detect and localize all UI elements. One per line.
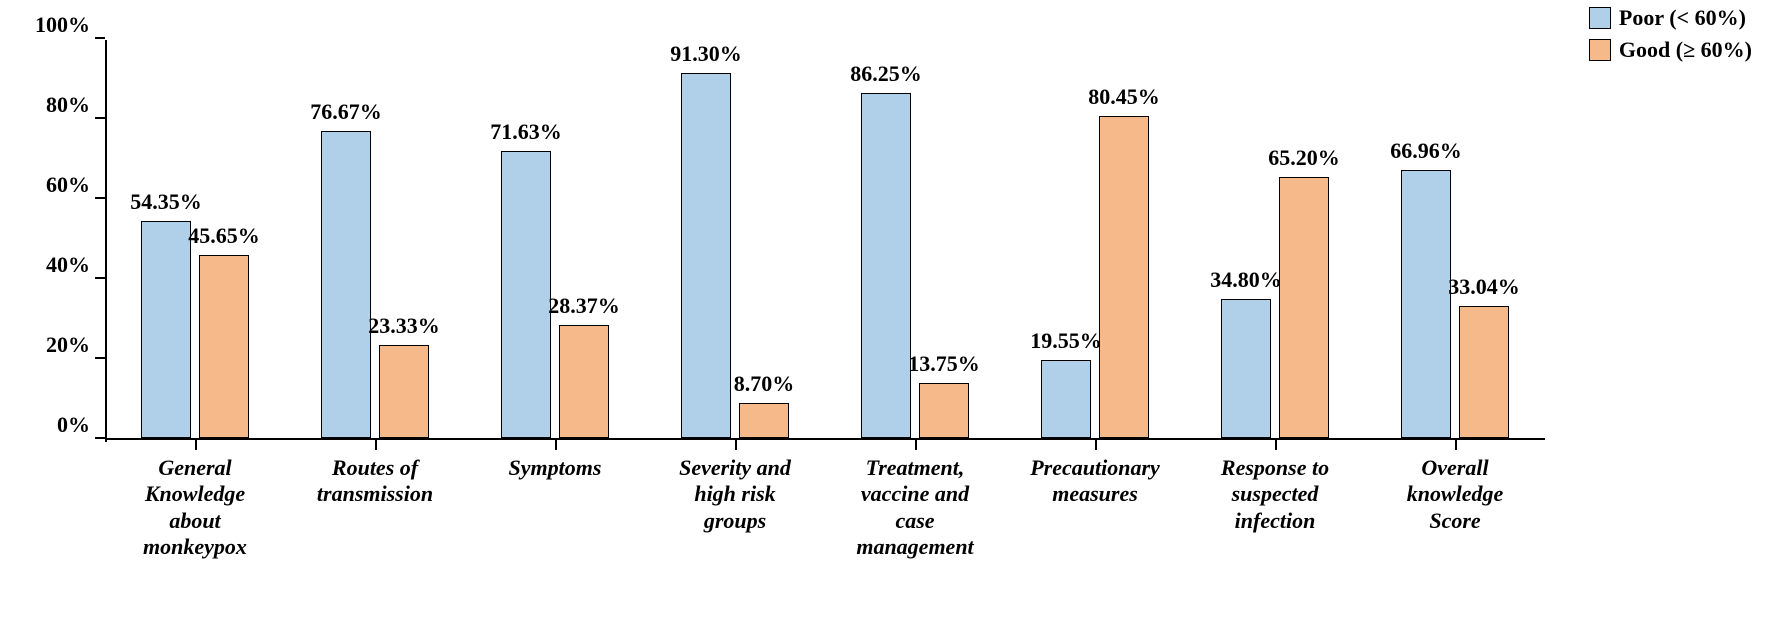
plot-area: 54.35% 45.65% 76.67% 23.33% 71.63% 28.37% 91.3… — [105, 40, 1545, 440]
bar — [739, 403, 789, 438]
bar-value-label: 34.80% — [1210, 267, 1282, 293]
bar-value-label: 86.25% — [850, 61, 922, 87]
category-label: Treatment,vaccine andcasemanagement — [827, 455, 1003, 561]
bar — [379, 345, 429, 438]
bar — [919, 383, 969, 438]
bar-value-label: 13.75% — [908, 351, 980, 377]
y-axis: 0% 20% 40% 60% 80% 100% — [30, 40, 105, 440]
legend-label: Poor (< 60%) — [1619, 5, 1746, 31]
bar-value-label: 45.65% — [188, 223, 260, 249]
y-tick-label: 20% — [30, 332, 90, 358]
category-label: GeneralKnowledgeaboutmonkeypox — [107, 455, 283, 561]
bar — [141, 221, 191, 438]
bar — [861, 93, 911, 438]
bar — [1099, 116, 1149, 438]
legend-swatch-good — [1589, 39, 1611, 61]
bar-value-label: 23.33% — [368, 313, 440, 339]
bar-value-label: 54.35% — [130, 189, 202, 215]
category-label: Symptoms — [467, 455, 643, 481]
bar-value-label: 91.30% — [670, 41, 742, 67]
bar-value-label: 71.63% — [490, 119, 562, 145]
bar — [1221, 299, 1271, 438]
bar — [1041, 360, 1091, 438]
bar-value-label: 66.96% — [1390, 138, 1462, 164]
legend-item-good: Good (≥ 60%) — [1589, 37, 1752, 63]
y-tick-label: 60% — [30, 172, 90, 198]
category-label: Severity andhigh riskgroups — [647, 455, 823, 534]
bar-value-label: 65.20% — [1268, 145, 1340, 171]
bar-value-label: 28.37% — [548, 293, 620, 319]
bar-value-label: 76.67% — [310, 99, 382, 125]
category-label: OverallknowledgeScore — [1367, 455, 1543, 534]
bar-value-label: 80.45% — [1088, 84, 1160, 110]
y-tick-label: 40% — [30, 252, 90, 278]
bar — [1401, 170, 1451, 438]
bar-value-label: 33.04% — [1448, 274, 1520, 300]
category-label: Routes oftransmission — [287, 455, 463, 508]
bar — [1279, 177, 1329, 438]
legend-swatch-poor — [1589, 7, 1611, 29]
bar — [321, 131, 371, 438]
chart-container: 0% 20% 40% 60% 80% 100% 54.35% 45.65% 76.6… — [30, 10, 1550, 610]
bar — [681, 73, 731, 438]
category-label: Response tosuspectedinfection — [1187, 455, 1363, 534]
y-tick-label: 0% — [30, 412, 90, 438]
legend: Poor (< 60%) Good (≥ 60%) — [1589, 5, 1752, 69]
bar — [559, 325, 609, 438]
bar — [199, 255, 249, 438]
bar-value-label: 19.55% — [1030, 328, 1102, 354]
legend-item-poor: Poor (< 60%) — [1589, 5, 1752, 31]
bar-value-label: 8.70% — [734, 371, 795, 397]
bar — [1459, 306, 1509, 438]
y-tick-label: 80% — [30, 92, 90, 118]
bar — [501, 151, 551, 438]
y-tick-label: 100% — [30, 12, 90, 38]
category-label: Precautionarymeasures — [1007, 455, 1183, 508]
legend-label: Good (≥ 60%) — [1619, 37, 1752, 63]
